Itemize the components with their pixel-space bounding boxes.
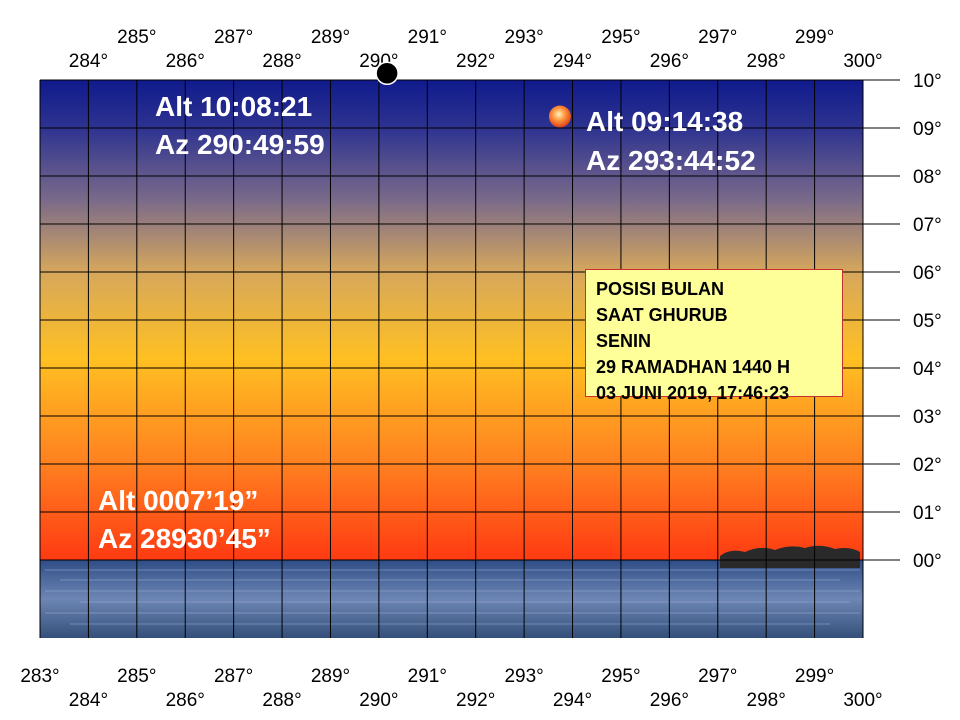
- sun-point: [548, 105, 571, 128]
- sea-background: [40, 560, 863, 638]
- info-line-4: 29 RAMADHAN 1440 H: [596, 357, 791, 377]
- x-tick-bottom-295: 295°: [601, 666, 640, 687]
- x-tick-top-300: 300°: [843, 51, 882, 72]
- x-tick-top-289: 289°: [311, 27, 350, 48]
- moon-point: [375, 61, 399, 86]
- x-tick-bottom-283: 283°: [20, 666, 59, 687]
- sun-az-label: Az 293:44:52: [586, 145, 756, 176]
- y-tick-6: 06°: [913, 263, 942, 284]
- x-tick-top-288: 288°: [262, 51, 301, 72]
- x-tick-top-296: 296°: [650, 51, 689, 72]
- low-alt-label: Alt 0007’19”: [98, 485, 258, 516]
- x-tick-top-287: 287°: [214, 27, 253, 48]
- moon-alt-label: Alt 10:08:21: [155, 91, 312, 122]
- y-tick-9: 09°: [913, 119, 942, 140]
- x-tick-top-285: 285°: [117, 27, 156, 48]
- y-tick-4: 04°: [913, 359, 942, 380]
- info-box: POSISI BULAN SAAT GHURUB SENIN 29 RAMADH…: [585, 269, 843, 403]
- x-tick-bottom-298: 298°: [747, 690, 786, 711]
- sun-alt-label: Alt 09:14:38: [586, 106, 743, 137]
- x-tick-bottom-285: 285°: [117, 666, 156, 687]
- y-tick-8: 08°: [913, 167, 942, 188]
- x-tick-bottom-294: 294°: [553, 690, 592, 711]
- x-tick-bottom-284: 284°: [69, 690, 108, 711]
- x-tick-bottom-289: 289°: [311, 666, 350, 687]
- x-tick-top-299: 299°: [795, 27, 834, 48]
- y-tick-0: 00°: [913, 551, 942, 572]
- x-tick-top-295: 295°: [601, 27, 640, 48]
- x-tick-top-284: 284°: [69, 51, 108, 72]
- x-tick-top-293: 293°: [504, 27, 543, 48]
- grid: [39, 79, 900, 638]
- x-tick-bottom-290: 290°: [359, 690, 398, 711]
- x-tick-bottom-292: 292°: [456, 690, 495, 711]
- moon-az-label: Az 290:49:59: [155, 129, 325, 160]
- y-tick-2: 02°: [913, 455, 942, 476]
- x-tick-bottom-291: 291°: [408, 666, 447, 687]
- info-line-3: SENIN: [596, 331, 652, 351]
- x-tick-bottom-287: 287°: [214, 666, 253, 687]
- y-tick-1: 01°: [913, 503, 942, 524]
- x-tick-bottom-296: 296°: [650, 690, 689, 711]
- x-tick-top-291: 291°: [408, 27, 447, 48]
- y-tick-7: 07°: [913, 215, 942, 236]
- x-tick-bottom-286: 286°: [166, 690, 205, 711]
- x-tick-top-292: 292°: [456, 51, 495, 72]
- celestial-points: [375, 61, 571, 128]
- y-tick-3: 03°: [913, 407, 942, 428]
- low-az-label: Az 28930’45”: [98, 523, 271, 554]
- x-tick-bottom-288: 288°: [262, 690, 301, 711]
- x-tick-top-298: 298°: [747, 51, 786, 72]
- x-tick-top-297: 297°: [698, 27, 737, 48]
- sea-texture: [45, 569, 860, 625]
- x-tick-bottom-300: 300°: [843, 690, 882, 711]
- x-tick-top-294: 294°: [553, 51, 592, 72]
- y-tick-10: 10°: [913, 71, 942, 92]
- x-tick-top-286: 286°: [166, 51, 205, 72]
- x-tick-bottom-293: 293°: [504, 666, 543, 687]
- island-silhouette: [720, 545, 860, 568]
- y-tick-5: 05°: [913, 311, 942, 332]
- tick-labels: 284° 285° 286° 287° 288° 289° 290° 291° 292° 293°…: [20, 27, 941, 711]
- x-tick-bottom-297: 297°: [698, 666, 737, 687]
- info-line-5: 03 JUNI 2019, 17:46:23: [596, 383, 790, 403]
- info-line-2: SAAT GHURUB: [596, 305, 728, 325]
- x-tick-bottom-299: 299°: [795, 666, 834, 687]
- info-line-1: POSISI BULAN: [596, 279, 725, 299]
